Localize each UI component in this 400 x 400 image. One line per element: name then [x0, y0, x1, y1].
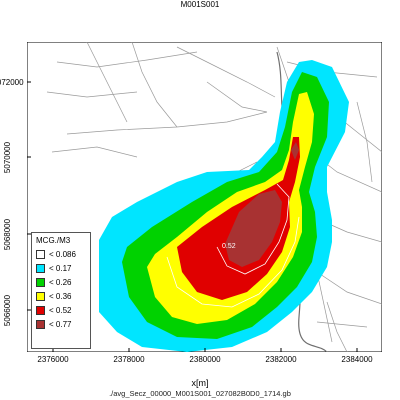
legend: MCG./M3 < 0.086 < 0.17 < 0.26 < 0.36 < 0…: [31, 232, 91, 349]
legend-swatch: [36, 291, 45, 301]
x-tick-label: 2376000: [37, 355, 69, 364]
legend-swatch: [36, 319, 45, 329]
legend-label: < 0.36: [49, 291, 72, 301]
y-tick-label: 5068000: [3, 210, 13, 258]
y-tick-label: 5070000: [3, 133, 13, 181]
legend-label: < 0.086: [49, 249, 76, 259]
x-tick-label: 2378000: [113, 355, 145, 364]
legend-label: < 0.26: [49, 277, 72, 287]
legend-swatch: [36, 263, 45, 273]
legend-item: < 0.17: [32, 261, 90, 275]
legend-item: < 0.26: [32, 275, 90, 289]
legend-title: MCG./M3: [36, 236, 71, 245]
file-caption: ./avg_Secz_00000_M001S001_027082B0D0_171…: [109, 389, 291, 398]
legend-item: < 0.086: [32, 247, 90, 261]
y-tick-label: 5066000: [3, 286, 13, 334]
contour-line: [216, 183, 290, 275]
contour-line: [166, 216, 300, 308]
concentration-band-darkred: [225, 142, 299, 267]
y-tick-text: 5068000: [3, 218, 13, 250]
legend-item: < 0.52: [32, 303, 90, 317]
legend-item: < 0.77: [32, 317, 90, 331]
legend-label: < 0.52: [49, 305, 72, 315]
x-tick-label: 2380000: [189, 355, 221, 364]
legend-label: < 0.77: [49, 319, 72, 329]
legend-label: < 0.17: [49, 263, 72, 273]
legend-swatch: [36, 249, 45, 259]
map-title: M001S001: [180, 0, 220, 9]
x-tick-label: 2382000: [265, 355, 297, 364]
legend-swatch: [36, 305, 45, 315]
map-plot-area: [27, 42, 382, 352]
x-axis-label: x[m]: [191, 378, 209, 388]
legend-swatch: [36, 277, 45, 287]
y-tick-text: 5070000: [3, 141, 13, 173]
x-tick-label: 2384000: [341, 355, 373, 364]
legend-item: < 0.36: [32, 289, 90, 303]
y-tick-text: 5066000: [3, 294, 13, 326]
y-tick-label: 5072000: [0, 77, 24, 87]
contour-value-label: 0.52: [222, 243, 236, 250]
